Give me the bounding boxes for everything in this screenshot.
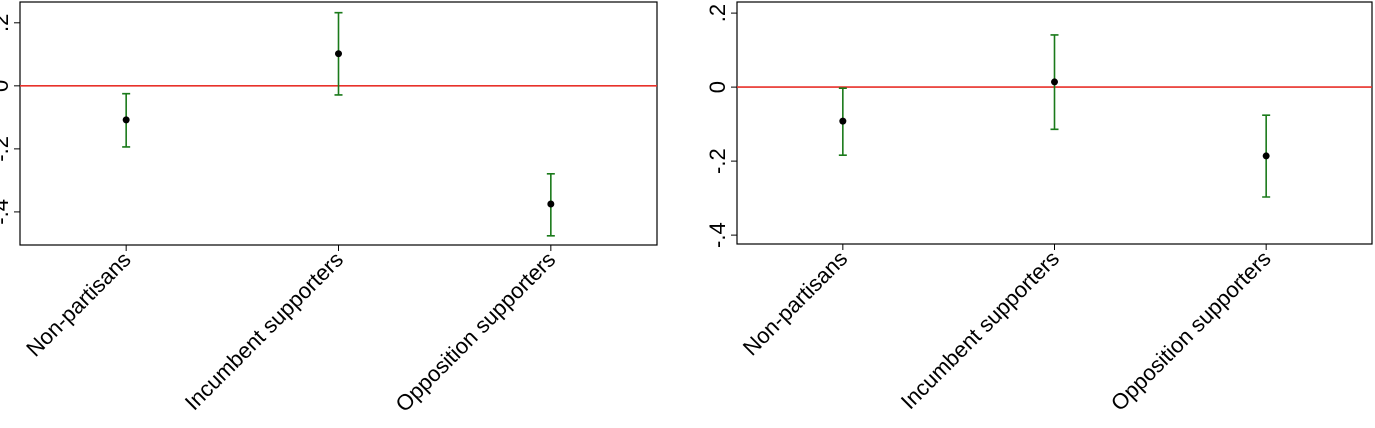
x-tick-label: Incumbent supporters: [896, 246, 1064, 414]
point: [1051, 78, 1058, 86]
x-tick-label: Non-partisans: [21, 247, 136, 362]
point: [547, 200, 555, 208]
y-tick-label: -.2: [705, 148, 730, 174]
point: [335, 50, 342, 58]
point: [839, 117, 847, 125]
y-tick-label: .2: [705, 4, 730, 22]
x-tick-label: Incumbent supporters: [180, 247, 348, 415]
x-tick-label: Opposition supporters: [1106, 246, 1276, 416]
y-tick-label: -.4: [0, 199, 13, 225]
point: [1262, 152, 1270, 160]
x-tick-label: Opposition supporters: [390, 247, 560, 417]
y-tick-label: 0: [705, 81, 730, 93]
y-tick-label: -.4: [705, 222, 730, 248]
x-tick-label: Non-partisans: [738, 246, 853, 361]
y-tick-label: 0: [0, 80, 13, 92]
y-tick-label: -.2: [0, 136, 13, 162]
point: [122, 116, 130, 124]
y-tick-label: .2: [0, 14, 13, 32]
